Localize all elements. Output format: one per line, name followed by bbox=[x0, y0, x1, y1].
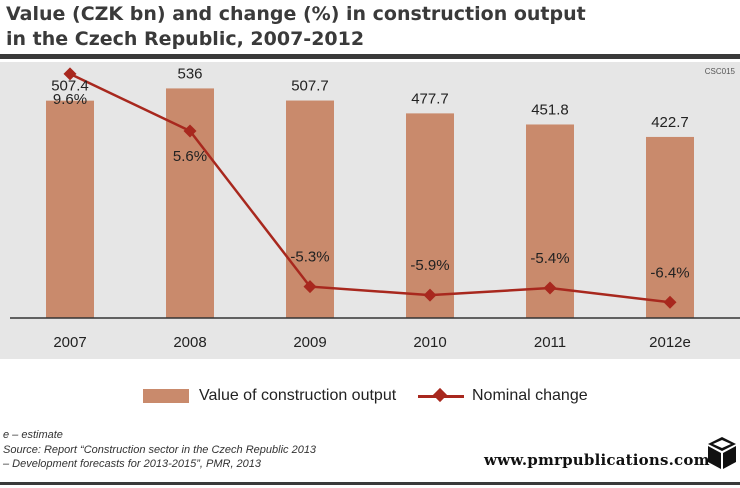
line-point-marker bbox=[63, 67, 77, 81]
legend-bar-label: Value of construction output bbox=[199, 387, 397, 404]
line-value-label: -5.9% bbox=[410, 257, 449, 274]
legend-bar-swatch bbox=[143, 389, 189, 403]
bar-value-label: 507.4 bbox=[51, 78, 89, 95]
legend: Value of construction output Nominal cha… bbox=[0, 381, 740, 411]
bar-value-label: 422.7 bbox=[651, 114, 689, 131]
plot-background bbox=[0, 62, 740, 359]
nominal-change-line bbox=[69, 72, 671, 304]
chart-title-line-1: Value (CZK bn) and change (%) in constru… bbox=[6, 3, 586, 25]
legend-line-swatch bbox=[418, 389, 464, 403]
bar-value-label: 477.7 bbox=[411, 90, 449, 107]
line-point-marker bbox=[663, 295, 677, 309]
line-layer bbox=[63, 67, 677, 309]
bar bbox=[646, 136, 694, 318]
source-line-2: – Development forecasts for 2013-2015”, … bbox=[3, 458, 262, 470]
x-tick-label: 2010 bbox=[413, 334, 446, 351]
bar-value-label: 451.8 bbox=[531, 101, 569, 118]
chart-code: CSC015 bbox=[704, 67, 735, 76]
line-point-marker bbox=[423, 288, 437, 302]
bottom-rule bbox=[0, 482, 740, 485]
legend-line-label: Nominal change bbox=[472, 387, 588, 404]
line-value-label: -5.4% bbox=[530, 250, 569, 267]
publisher-url: www.pmrpublications.com bbox=[484, 451, 710, 469]
chart-svg: 507.4 536 507.7 477.7 451.8 422.7 9.6% 5.6% -5.3… bbox=[10, 65, 740, 351]
bar bbox=[406, 113, 454, 319]
x-tick-label: 2009 bbox=[293, 334, 326, 351]
line-point-marker bbox=[543, 281, 557, 295]
chart-title: Value (CZK bn) and change (%) in constru… bbox=[6, 2, 726, 52]
bar-value-label: 507.7 bbox=[291, 78, 329, 95]
line-value-label: 5.6% bbox=[173, 148, 207, 165]
footer-notes: e – estimate Source: Report “Constructio… bbox=[3, 428, 316, 472]
bars-layer bbox=[46, 88, 694, 319]
chart-title-line-2: in the Czech Republic, 2007-2012 bbox=[6, 28, 365, 50]
source-line-1: Source: Report “Construction sector in t… bbox=[3, 443, 317, 456]
line-value-label: -5.3% bbox=[290, 249, 329, 266]
bar bbox=[46, 100, 94, 318]
labels-layer: 507.4 536 507.7 477.7 451.8 422.7 9.6% 5.6% -5.3… bbox=[51, 65, 689, 281]
ticks-layer: 2007 2008 2009 2010 2011 2012e bbox=[53, 334, 691, 351]
publisher-cube-icon bbox=[708, 437, 736, 469]
line-point-marker bbox=[183, 124, 197, 138]
legend-item-line: Nominal change bbox=[418, 381, 588, 411]
x-tick-label: 2007 bbox=[53, 334, 86, 351]
line-value-label: -6.4% bbox=[650, 264, 689, 281]
line-point-marker bbox=[303, 280, 317, 294]
legend-item-bars: Value of construction output bbox=[143, 381, 396, 411]
line-value-label: 9.6% bbox=[53, 91, 87, 108]
estimate-note: e – estimate bbox=[3, 429, 63, 441]
x-tick-label: 2012e bbox=[649, 334, 691, 351]
bar-value-label: 536 bbox=[177, 65, 202, 82]
title-rule bbox=[0, 54, 740, 59]
x-tick-label: 2008 bbox=[173, 334, 206, 351]
x-tick-label: 2011 bbox=[534, 334, 566, 351]
